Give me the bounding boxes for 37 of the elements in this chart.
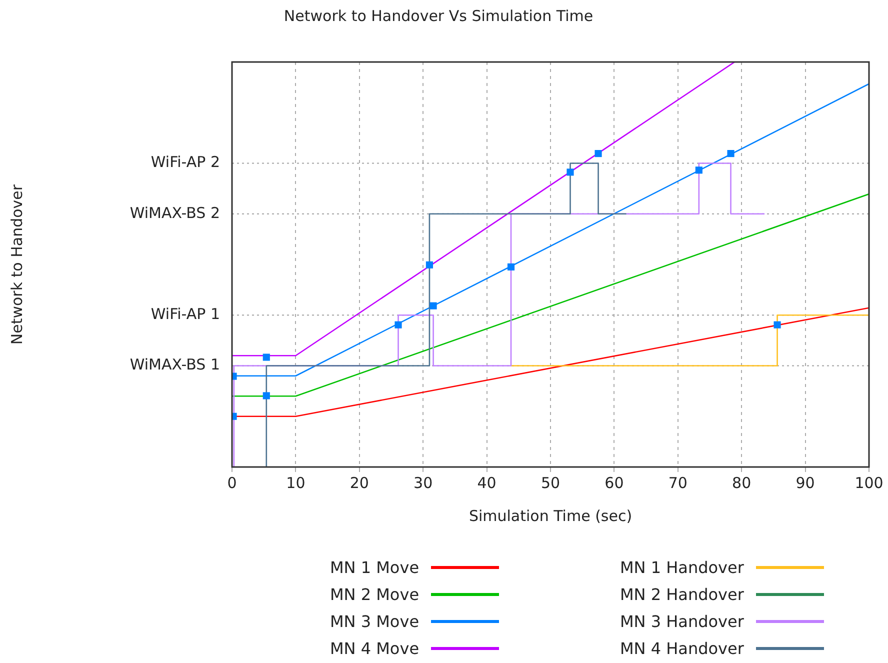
point [262, 392, 270, 400]
x-tick-label: 80 [732, 474, 752, 492]
ref-line-label: WiMAX-BS 1 [130, 356, 220, 374]
point [394, 321, 402, 328]
text: Network to Handover [8, 184, 26, 345]
point [507, 263, 515, 270]
legend-label: MN 2 Handover [620, 584, 744, 604]
legend-label: MN 1 Handover [620, 558, 744, 576]
point [566, 168, 574, 176]
point [695, 166, 702, 174]
x-axis-title: Simulation Time (sec) [468, 506, 632, 525]
point [426, 261, 434, 268]
ref-line-label: WiFi-AP 1 [150, 305, 220, 324]
legend-label: MN 1 Move [330, 558, 420, 576]
x-tick-label: 70 [668, 474, 688, 492]
ref-line-label: WiMAX-BS 2 [130, 204, 220, 222]
x-tick-label: 20 [350, 474, 369, 492]
x-tick-label: 90 [796, 474, 815, 492]
legend-label: MN 3 Handover [620, 612, 744, 630]
legend-label: MN 3 Move [330, 612, 420, 630]
x-tick-label: 30 [414, 474, 433, 492]
x-tick-label: 10 [286, 474, 306, 492]
point [430, 302, 437, 310]
ref-line-label: WiFi-AP 2 [150, 153, 220, 172]
legend-label: MN 2 Move [330, 584, 420, 604]
x-tick-label: 50 [540, 474, 560, 492]
point [774, 321, 781, 328]
legend-label: MN 4 Handover [620, 638, 744, 658]
point [262, 354, 270, 361]
x-tick-label: 60 [604, 474, 624, 492]
point [727, 150, 734, 158]
x-tick-label: 40 [477, 474, 496, 492]
legend-label: MN 4 Move [330, 638, 420, 658]
x-tick-label: 0 [227, 474, 237, 492]
point [594, 150, 602, 158]
x-tick-label: 100 [854, 474, 884, 492]
chart-title: Network to Handover Vs Simulation Time [284, 6, 594, 25]
